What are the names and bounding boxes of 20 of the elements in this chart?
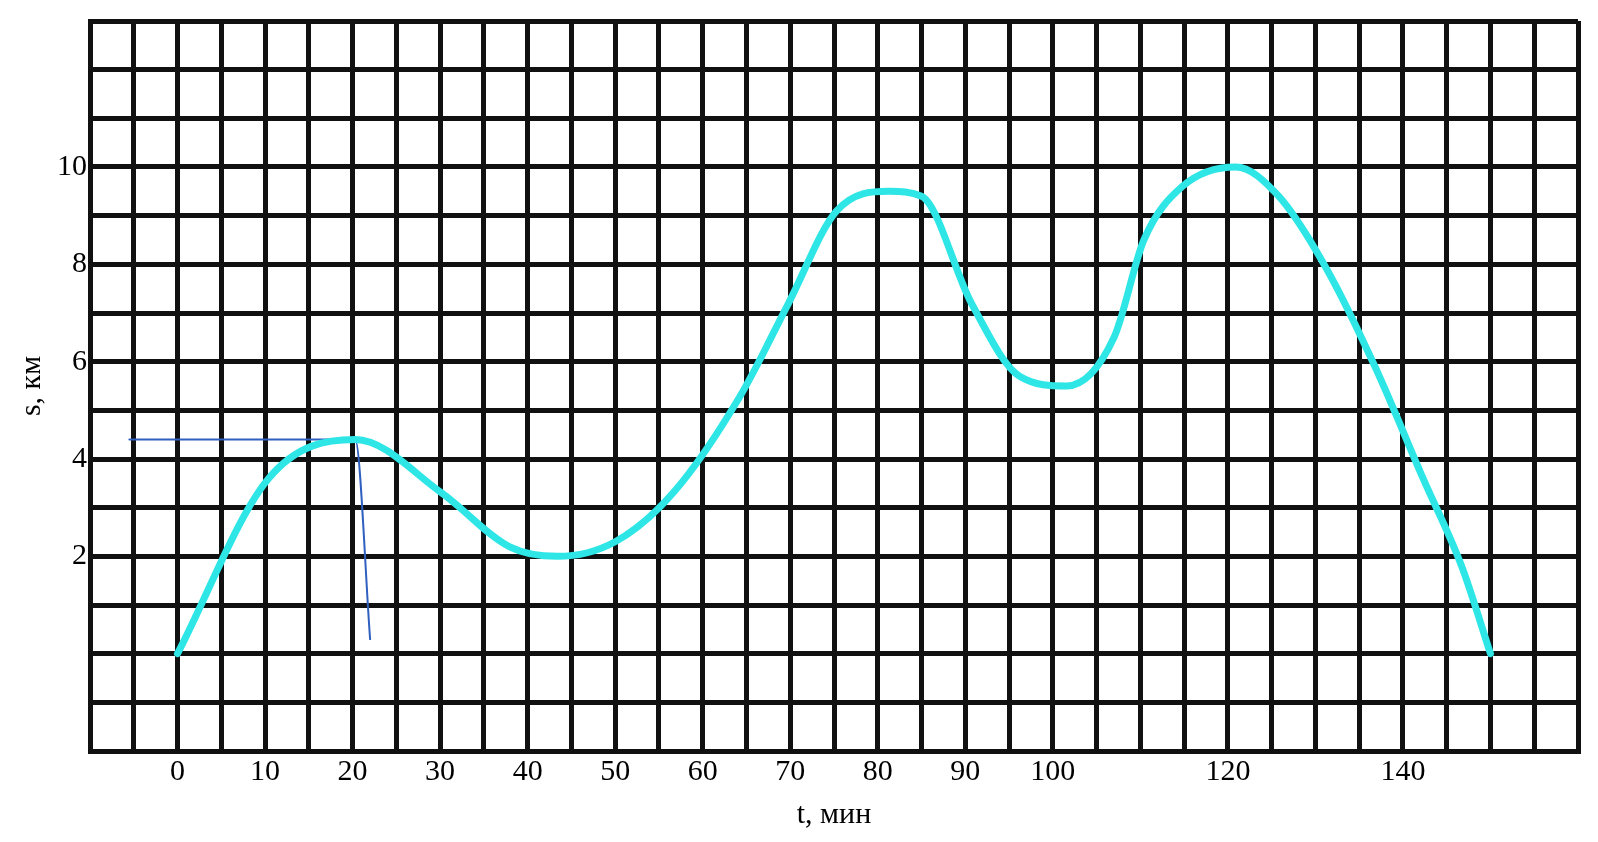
x-tick-label: 70 bbox=[775, 752, 806, 786]
x-tick-label: 60 bbox=[687, 752, 718, 786]
x-tick-label: 10 bbox=[250, 752, 281, 786]
x-tick-label: 50 bbox=[600, 752, 631, 786]
x-tick-label: 20 bbox=[337, 752, 368, 786]
y-tick-label: 8 bbox=[72, 245, 87, 279]
y-tick-label: 10 bbox=[57, 147, 87, 181]
x-tick-label: 100 bbox=[1030, 752, 1076, 786]
x-tick-label: 0 bbox=[170, 752, 186, 786]
y-axis-title: s, км bbox=[12, 355, 46, 417]
y-tick-label: 4 bbox=[72, 439, 87, 473]
x-axis-title: t, мин bbox=[796, 795, 872, 829]
x-tick-label: 80 bbox=[862, 752, 893, 786]
x-tick-label: 90 bbox=[950, 752, 981, 786]
x-tick-label: 40 bbox=[512, 752, 543, 786]
x-tick-label: 30 bbox=[425, 752, 456, 786]
x-tick-label: 120 bbox=[1205, 752, 1251, 786]
y-tick-label: 2 bbox=[72, 537, 87, 571]
x-tick-label: 140 bbox=[1380, 752, 1426, 786]
y-tick-label: 6 bbox=[72, 342, 87, 376]
